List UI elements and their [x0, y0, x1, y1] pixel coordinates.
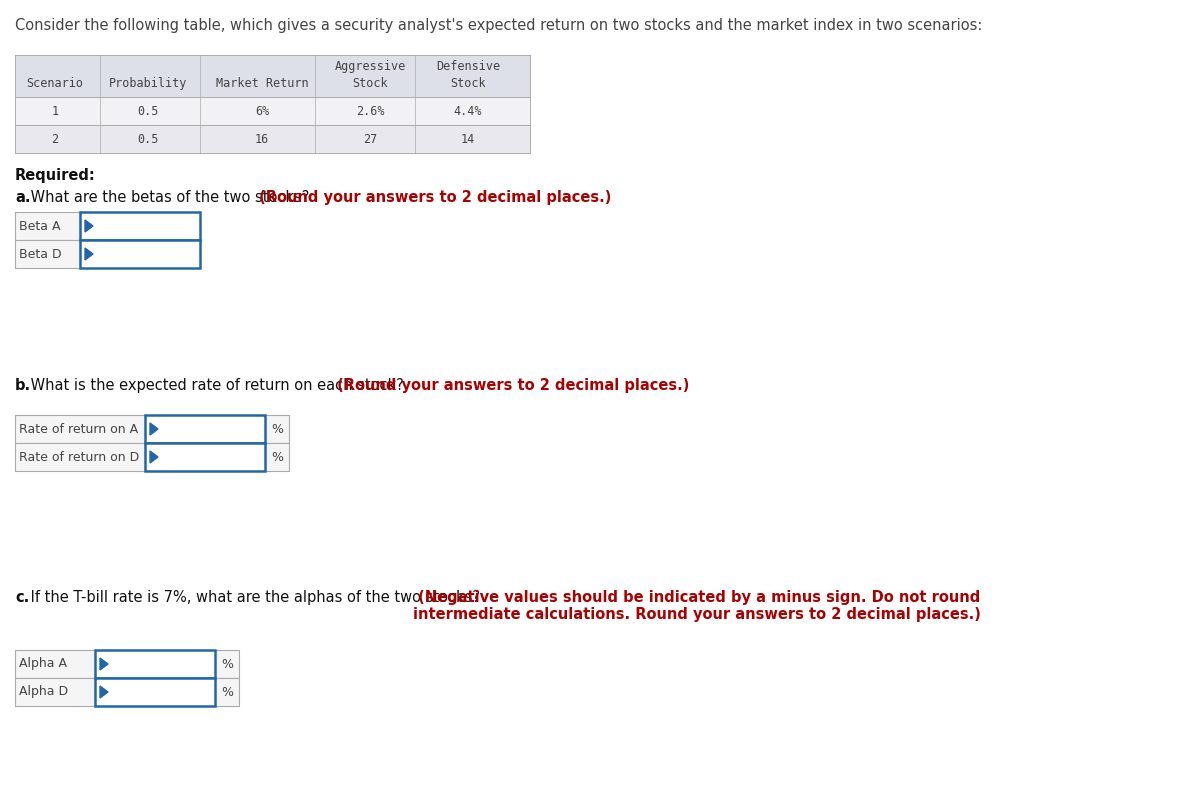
Bar: [14, 97, 530, 125]
Text: c.: c.: [14, 590, 29, 605]
Text: If the T-bill rate is 7%, what are the alphas of the two stocks?: If the T-bill rate is 7%, what are the a…: [26, 590, 480, 605]
Bar: [145, 415, 265, 443]
Text: 0.5: 0.5: [137, 105, 158, 117]
Text: What is the expected rate of return on each stock?: What is the expected rate of return on e…: [26, 378, 403, 393]
Bar: [95, 678, 215, 706]
Bar: [14, 678, 95, 706]
Bar: [215, 650, 239, 678]
Bar: [14, 55, 530, 97]
Text: 6%: 6%: [254, 105, 269, 117]
Text: Defensive: Defensive: [436, 60, 500, 73]
Text: Beta A: Beta A: [19, 220, 60, 232]
Text: %: %: [271, 422, 283, 436]
Text: %: %: [221, 686, 233, 698]
Bar: [14, 443, 145, 471]
Polygon shape: [100, 686, 108, 698]
Text: 0.5: 0.5: [137, 132, 158, 146]
Text: 16: 16: [254, 132, 269, 146]
Text: 2.6%: 2.6%: [355, 105, 384, 117]
Text: Required:: Required:: [14, 168, 96, 183]
Text: Rate of return on A: Rate of return on A: [19, 422, 138, 436]
Text: 14: 14: [461, 132, 475, 146]
Bar: [80, 240, 200, 268]
Text: a.: a.: [14, 190, 30, 205]
Text: (Negative values should be indicated by a minus sign. Do not round
intermediate : (Negative values should be indicated by …: [413, 590, 980, 623]
Bar: [14, 240, 80, 268]
Text: Stock: Stock: [352, 77, 388, 90]
Text: (Round your answers to 2 decimal places.): (Round your answers to 2 decimal places.…: [332, 378, 689, 393]
Text: Stock: Stock: [450, 77, 486, 90]
Text: What are the betas of the two stocks?: What are the betas of the two stocks?: [26, 190, 310, 205]
Text: Market Return: Market Return: [216, 77, 308, 90]
Bar: [14, 212, 80, 240]
Polygon shape: [150, 423, 158, 435]
Bar: [265, 443, 289, 471]
Text: 4.4%: 4.4%: [454, 105, 482, 117]
Bar: [145, 443, 265, 471]
Text: Rate of return on D: Rate of return on D: [19, 451, 139, 463]
Polygon shape: [150, 451, 158, 463]
Text: b.: b.: [14, 378, 31, 393]
Text: Aggressive: Aggressive: [335, 60, 406, 73]
Text: %: %: [221, 657, 233, 671]
Bar: [265, 415, 289, 443]
Text: 27: 27: [362, 132, 377, 146]
Bar: [215, 678, 239, 706]
Text: Alpha A: Alpha A: [19, 657, 67, 671]
Polygon shape: [85, 220, 94, 232]
Text: Beta D: Beta D: [19, 247, 61, 261]
Text: Probability: Probability: [109, 77, 187, 90]
Text: Alpha D: Alpha D: [19, 686, 68, 698]
Text: Consider the following table, which gives a security analyst's expected return o: Consider the following table, which give…: [14, 18, 983, 33]
Text: 1: 1: [52, 105, 59, 117]
Polygon shape: [100, 658, 108, 670]
Bar: [14, 415, 145, 443]
Bar: [14, 650, 95, 678]
Text: 2: 2: [52, 132, 59, 146]
Text: Scenario: Scenario: [26, 77, 84, 90]
Bar: [95, 650, 215, 678]
Bar: [14, 125, 530, 153]
Text: %: %: [271, 451, 283, 463]
Text: (Round your answers to 2 decimal places.): (Round your answers to 2 decimal places.…: [254, 190, 611, 205]
Bar: [80, 212, 200, 240]
Polygon shape: [85, 248, 94, 260]
